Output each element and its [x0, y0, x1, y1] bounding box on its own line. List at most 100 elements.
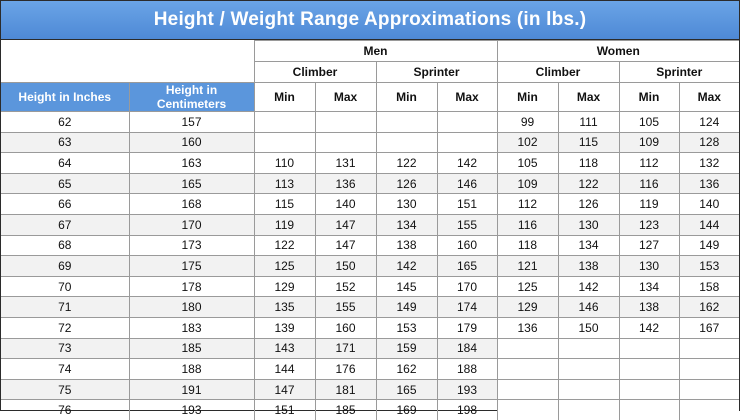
men-sprinter-max-cell: 151	[436, 193, 498, 215]
men-sprinter-max-cell: 160	[436, 234, 498, 257]
women-climber-min-cell	[496, 399, 559, 420]
table-row: 67 170 119 147 134 155 116 130 123 144	[1, 213, 739, 236]
table-row: 71 180 135 155 149 174 129 146 138 162	[1, 296, 739, 318]
height-inches-cell: 72	[1, 316, 130, 339]
height-cm-cell: 168	[128, 193, 255, 215]
height-cm-cell: 160	[128, 131, 255, 154]
women-climber-min-cell: 136	[496, 316, 559, 339]
men-sprinter-min-cell: 145	[375, 275, 438, 298]
women-climber-max-cell: 122	[557, 172, 620, 195]
women-sprinter-min-cell	[618, 358, 680, 380]
men-sprinter-max-cell	[436, 111, 498, 133]
men-sprinter-min-cell: 149	[375, 296, 438, 318]
women-climber-max-cell: 134	[557, 234, 620, 257]
men-climber-min-cell: 144	[253, 358, 316, 380]
women-climber-max-header: Max	[557, 82, 620, 112]
height-inches-header: Height in Inches	[1, 82, 130, 112]
men-sprinter-min-cell: 134	[375, 213, 438, 236]
men-sprinter-max-cell: 198	[436, 399, 498, 420]
men-climber-max-cell: 147	[314, 234, 377, 257]
height-inches-cell: 71	[1, 296, 130, 318]
height-cm-cell: 165	[128, 172, 255, 195]
women-sprinter-min-cell	[618, 399, 680, 420]
height-inches-cell: 68	[1, 234, 130, 257]
corner-blank	[1, 40, 255, 83]
height-cm-cell: 193	[128, 399, 255, 420]
men-sprinter-max-cell: 184	[436, 337, 498, 360]
women-climber-max-cell	[557, 358, 620, 380]
height-cm-cell: 170	[128, 213, 255, 236]
women-sprinter-header: Sprinter	[618, 61, 739, 83]
women-sprinter-max-cell: 124	[678, 111, 739, 133]
men-sprinter-max-cell: 174	[436, 296, 498, 318]
height-inches-cell: 66	[1, 193, 130, 215]
men-climber-max-cell: 152	[314, 275, 377, 298]
women-sprinter-max-cell: 158	[678, 275, 739, 298]
women-climber-max-cell: 138	[557, 255, 620, 277]
women-sprinter-max-header: Max	[678, 82, 739, 112]
men-sprinter-header: Sprinter	[375, 61, 498, 83]
women-climber-min-cell: 109	[496, 172, 559, 195]
height-cm-cell: 175	[128, 255, 255, 277]
men-climber-max-cell	[314, 111, 377, 133]
women-sprinter-max-cell: 144	[678, 213, 739, 236]
women-sprinter-max-cell: 128	[678, 131, 739, 154]
men-climber-max-cell: 150	[314, 255, 377, 277]
women-sprinter-min-cell: 134	[618, 275, 680, 298]
women-sprinter-min-cell: 138	[618, 296, 680, 318]
men-sprinter-min-cell: 122	[375, 152, 438, 174]
men-sprinter-min-cell: 153	[375, 316, 438, 339]
men-climber-min-cell: 119	[253, 213, 316, 236]
women-climber-max-cell: 142	[557, 275, 620, 298]
women-climber-min-cell: 99	[496, 111, 559, 133]
women-sprinter-max-cell	[678, 337, 739, 360]
women-climber-max-cell: 118	[557, 152, 620, 174]
women-climber-min-cell: 105	[496, 152, 559, 174]
women-climber-min-cell: 118	[496, 234, 559, 257]
table-row: 66 168 115 140 130 151 112 126 119 140	[1, 193, 739, 215]
height-cm-cell: 191	[128, 378, 255, 401]
table-row: 75 191 147 181 165 193	[1, 378, 739, 401]
height-cm-cell: 178	[128, 275, 255, 298]
men-climber-max-cell: 185	[314, 399, 377, 420]
women-climber-header: Climber	[496, 61, 620, 83]
men-climber-min-cell: 129	[253, 275, 316, 298]
women-climber-min-cell: 102	[496, 131, 559, 154]
men-climber-max-cell	[314, 131, 377, 154]
men-sprinter-min-header: Min	[375, 82, 438, 112]
men-sprinter-min-cell: 169	[375, 399, 438, 420]
height-cm-cell: 157	[128, 111, 255, 133]
men-climber-min-cell: 147	[253, 378, 316, 401]
women-sprinter-max-cell: 149	[678, 234, 739, 257]
men-sprinter-min-cell: 138	[375, 234, 438, 257]
men-sprinter-max-cell: 179	[436, 316, 498, 339]
men-climber-min-cell: 125	[253, 255, 316, 277]
men-climber-max-cell: 136	[314, 172, 377, 195]
women-climber-max-cell: 126	[557, 193, 620, 215]
women-sprinter-min-cell: 127	[618, 234, 680, 257]
women-climber-max-cell	[557, 337, 620, 360]
men-sprinter-max-cell: 165	[436, 255, 498, 277]
women-sprinter-min-cell	[618, 378, 680, 401]
women-sprinter-max-cell: 132	[678, 152, 739, 174]
women-sprinter-min-cell	[618, 337, 680, 360]
women-sprinter-min-cell: 142	[618, 316, 680, 339]
table-row: 69 175 125 150 142 165 121 138 130 153	[1, 255, 739, 277]
height-cm-cell: 183	[128, 316, 255, 339]
men-sprinter-max-cell: 188	[436, 358, 498, 380]
men-sprinter-min-cell: 126	[375, 172, 438, 195]
men-sprinter-max-cell: 170	[436, 275, 498, 298]
table-row: 73 185 143 171 159 184	[1, 337, 739, 360]
height-cm-cell: 173	[128, 234, 255, 257]
women-climber-max-cell: 111	[557, 111, 620, 133]
men-climber-max-cell: 155	[314, 296, 377, 318]
women-climber-min-cell	[496, 337, 559, 360]
table-row: 64 163 110 131 122 142 105 118 112 132	[1, 152, 739, 174]
height-inches-cell: 74	[1, 358, 130, 380]
women-climber-max-cell	[557, 378, 620, 401]
men-sprinter-max-cell	[436, 131, 498, 154]
women-climber-min-cell: 121	[496, 255, 559, 277]
height-cm-header: Height in Centimeters	[128, 82, 255, 112]
men-climber-min-cell: 115	[253, 193, 316, 215]
women-climber-min-cell: 116	[496, 213, 559, 236]
